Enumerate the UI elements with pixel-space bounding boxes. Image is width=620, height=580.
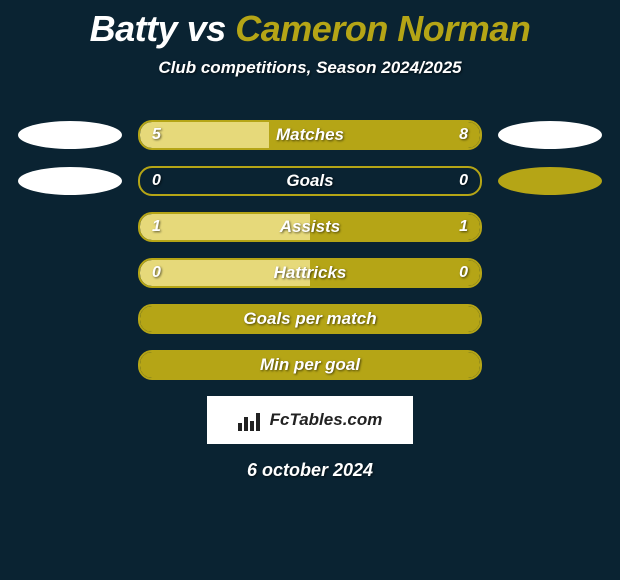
player2-name: Cameron Norman: [235, 8, 530, 49]
stat-bar: 00Hattricks: [138, 258, 482, 288]
stat-bar: 58Matches: [138, 120, 482, 150]
brand-text: FcTables.com: [270, 410, 383, 430]
stat-bar: 00Goals: [138, 166, 482, 196]
date-text: 6 october 2024: [0, 460, 620, 481]
stat-row: 00Hattricks: [0, 258, 620, 288]
page-title: Batty vs Cameron Norman: [0, 0, 620, 50]
player1-name: Batty: [90, 8, 178, 49]
stat-row: Min per goal: [0, 350, 620, 380]
stat-bar: Min per goal: [138, 350, 482, 380]
stat-bar: 11Assists: [138, 212, 482, 242]
stat-row: 11Assists: [0, 212, 620, 242]
subtitle: Club competitions, Season 2024/2025: [0, 58, 620, 78]
stat-label: Assists: [140, 214, 480, 240]
brand-box: FcTables.com: [207, 396, 413, 444]
stat-row: 58Matches: [0, 120, 620, 150]
player2-badge: [498, 121, 602, 149]
stat-label: Goals per match: [140, 306, 480, 332]
stat-row: 00Goals: [0, 166, 620, 196]
stats-container: 58Matches 00Goals 11Assists 00Hattricks Goal…: [0, 120, 620, 380]
stat-label: Min per goal: [140, 352, 480, 378]
player1-badge: [18, 167, 122, 195]
stat-label: Hattricks: [140, 260, 480, 286]
player1-badge: [18, 121, 122, 149]
player2-badge: [498, 167, 602, 195]
stat-label: Goals: [140, 168, 480, 194]
stat-bar: Goals per match: [138, 304, 482, 334]
bar-chart-icon: [238, 409, 264, 431]
stat-label: Matches: [140, 122, 480, 148]
vs-text: vs: [187, 8, 226, 49]
stat-row: Goals per match: [0, 304, 620, 334]
